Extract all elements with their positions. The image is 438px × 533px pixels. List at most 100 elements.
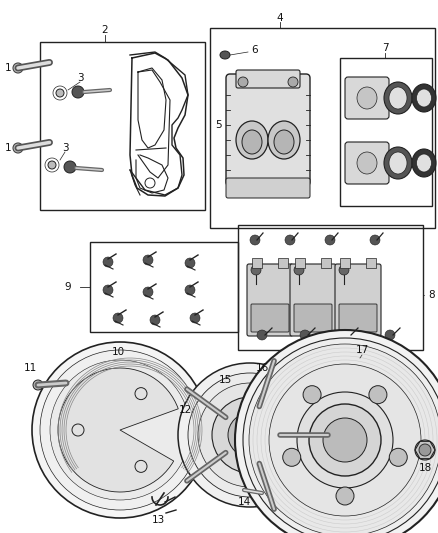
Text: 13: 13 xyxy=(152,515,165,525)
Text: 1: 1 xyxy=(5,143,11,153)
Circle shape xyxy=(300,330,310,340)
Circle shape xyxy=(336,487,354,505)
Circle shape xyxy=(72,86,84,98)
Circle shape xyxy=(185,258,195,268)
Ellipse shape xyxy=(268,121,300,159)
FancyBboxPatch shape xyxy=(251,304,289,332)
Circle shape xyxy=(32,342,208,518)
Circle shape xyxy=(343,330,353,340)
Bar xyxy=(40,42,205,210)
Bar xyxy=(210,28,435,228)
Circle shape xyxy=(250,235,260,245)
Circle shape xyxy=(103,257,113,267)
Text: 4: 4 xyxy=(277,13,283,23)
Text: 11: 11 xyxy=(23,363,37,373)
Ellipse shape xyxy=(220,51,230,59)
Ellipse shape xyxy=(384,147,412,179)
Circle shape xyxy=(238,423,262,447)
Circle shape xyxy=(13,63,23,73)
Circle shape xyxy=(113,313,123,323)
Circle shape xyxy=(257,330,267,340)
Text: 2: 2 xyxy=(102,25,108,35)
Circle shape xyxy=(339,265,349,275)
Circle shape xyxy=(143,287,153,297)
Text: 18: 18 xyxy=(418,463,431,473)
Circle shape xyxy=(190,313,200,323)
Circle shape xyxy=(269,364,421,516)
Circle shape xyxy=(249,344,438,533)
Ellipse shape xyxy=(384,82,412,114)
Circle shape xyxy=(240,482,248,490)
Text: 15: 15 xyxy=(219,375,232,385)
Circle shape xyxy=(150,315,160,325)
Bar xyxy=(340,258,350,268)
Circle shape xyxy=(369,386,387,403)
Text: 1: 1 xyxy=(5,63,11,73)
Text: 14: 14 xyxy=(237,497,251,507)
Ellipse shape xyxy=(412,149,436,177)
Circle shape xyxy=(198,383,302,487)
Circle shape xyxy=(419,444,431,456)
Ellipse shape xyxy=(389,152,407,174)
Circle shape xyxy=(56,89,64,97)
Circle shape xyxy=(385,330,395,340)
Text: 17: 17 xyxy=(355,345,369,355)
Bar xyxy=(238,225,423,350)
Circle shape xyxy=(103,285,113,295)
Circle shape xyxy=(323,418,367,462)
Ellipse shape xyxy=(236,121,268,159)
FancyBboxPatch shape xyxy=(339,304,377,332)
FancyBboxPatch shape xyxy=(290,264,336,336)
Circle shape xyxy=(283,448,301,466)
Circle shape xyxy=(188,373,312,497)
Circle shape xyxy=(238,77,248,87)
Circle shape xyxy=(251,265,261,275)
Text: 3: 3 xyxy=(62,143,68,153)
Wedge shape xyxy=(58,368,178,492)
Ellipse shape xyxy=(357,87,377,109)
Circle shape xyxy=(288,77,298,87)
Circle shape xyxy=(212,397,288,473)
Circle shape xyxy=(325,235,335,245)
Text: 3: 3 xyxy=(77,73,83,83)
Circle shape xyxy=(40,350,200,510)
Text: 12: 12 xyxy=(178,405,192,415)
FancyBboxPatch shape xyxy=(335,264,381,336)
Circle shape xyxy=(143,255,153,265)
Bar xyxy=(252,258,262,268)
Ellipse shape xyxy=(417,154,431,172)
Circle shape xyxy=(415,440,435,460)
Ellipse shape xyxy=(389,87,407,109)
Circle shape xyxy=(50,360,190,500)
Bar xyxy=(278,258,288,268)
Ellipse shape xyxy=(412,84,436,112)
Text: 6: 6 xyxy=(252,45,258,55)
Circle shape xyxy=(243,338,438,533)
Ellipse shape xyxy=(274,130,294,154)
Circle shape xyxy=(389,448,407,466)
Circle shape xyxy=(228,413,272,457)
FancyBboxPatch shape xyxy=(236,70,300,88)
FancyBboxPatch shape xyxy=(226,178,310,198)
Text: 8: 8 xyxy=(429,290,435,300)
Text: 16: 16 xyxy=(255,363,268,373)
Text: 10: 10 xyxy=(111,347,124,357)
Text: 9: 9 xyxy=(65,282,71,292)
FancyBboxPatch shape xyxy=(226,74,310,186)
Circle shape xyxy=(297,392,393,488)
Text: 5: 5 xyxy=(215,120,221,130)
Circle shape xyxy=(48,161,56,169)
Bar xyxy=(295,258,305,268)
Circle shape xyxy=(64,161,76,173)
Bar xyxy=(340,58,432,206)
Bar xyxy=(321,258,331,268)
Ellipse shape xyxy=(417,89,431,107)
FancyBboxPatch shape xyxy=(247,264,293,336)
Bar xyxy=(90,242,238,332)
Ellipse shape xyxy=(242,130,262,154)
Bar xyxy=(366,258,376,268)
FancyBboxPatch shape xyxy=(294,304,332,332)
Circle shape xyxy=(13,143,23,153)
Text: 7: 7 xyxy=(381,43,389,53)
Circle shape xyxy=(178,363,322,507)
